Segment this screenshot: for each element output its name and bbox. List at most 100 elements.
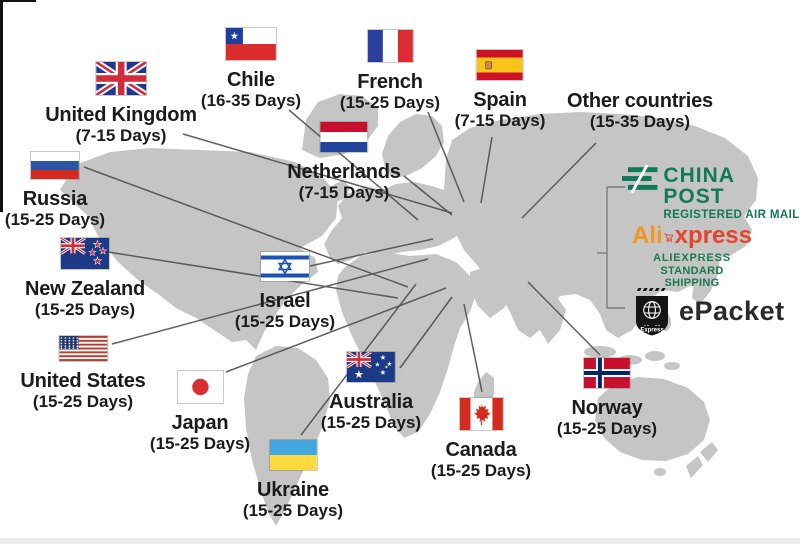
country-label-norway: Norway (15-25 Days) <box>557 358 657 438</box>
country-name: Netherlands <box>287 160 401 183</box>
logo-bracket <box>597 186 625 309</box>
china-post-emblem-icon <box>622 165 658 194</box>
continent-europe <box>324 182 468 264</box>
country-label-united-kingdom: United Kingdom (7-15 Days) <box>45 62 197 145</box>
peninsula-arabia <box>470 266 512 318</box>
country-label-russia: Russia (15-25 Days) <box>5 152 105 229</box>
country-days: (15-25 Days) <box>242 500 344 520</box>
epacket-label: ePacket <box>679 296 785 326</box>
australia-flag-icon <box>346 352 395 382</box>
image-edge-artifact-left <box>0 0 3 212</box>
spain-flag-icon <box>477 50 523 80</box>
country-name: Canada <box>445 438 517 461</box>
epacket-logo: Express ePacket <box>635 287 785 336</box>
epacket-badge-text: Express <box>640 328 664 334</box>
continent-scandinavia <box>382 114 444 178</box>
country-label-new-zealand: New Zealand (15-25 Days) <box>25 238 145 319</box>
country-days: (15-25 Days) <box>430 460 532 480</box>
continent-africa <box>336 252 476 438</box>
peninsula-india <box>536 296 566 344</box>
aliexpress-logo: Ali xpress ALIEXPRESS STANDARD SHIPPING <box>632 222 752 290</box>
continent-asia <box>444 112 758 338</box>
connector-chile <box>288 109 419 221</box>
new-zealand-flag-icon <box>61 238 109 269</box>
aliexpress-subtitle-1: ALIEXPRESS <box>653 252 731 264</box>
united-kingdom-flag-icon <box>96 62 146 95</box>
connector-united-states <box>111 258 429 345</box>
connector-other-countries <box>521 142 597 219</box>
connector-new-zealand <box>107 251 399 299</box>
canada-flag-icon <box>459 398 503 430</box>
france-flag-icon <box>367 30 413 62</box>
country-days: (16-35 Days) <box>200 90 302 110</box>
country-days: (15-25 Days) <box>32 391 134 411</box>
country-name: Russia <box>22 187 88 210</box>
island-tasmania <box>654 468 666 476</box>
country-days: (15-25 Days) <box>34 299 136 319</box>
japan-flag-icon <box>177 371 223 403</box>
country-days: (7-15 Days) <box>454 110 546 130</box>
country-name: New Zealand <box>24 277 146 300</box>
country-label-canada: Canada (15-25 Days) <box>431 398 531 480</box>
country-days: (15-25 Days) <box>339 92 441 112</box>
country-days: (15-25 Days) <box>234 311 336 331</box>
country-days: (15-25 Days) <box>149 433 251 453</box>
connector-israel <box>309 238 434 267</box>
continent-north-america <box>60 148 338 350</box>
country-label-united-states: United States (15-25 Days) <box>20 336 146 411</box>
epacket-dashes-icon <box>636 288 666 291</box>
epacket-shield-icon: Express <box>636 296 668 336</box>
country-name: United Kingdom <box>45 103 197 126</box>
china-post-title: CHINA POST <box>663 164 735 208</box>
country-days: (15-25 Days) <box>556 418 658 438</box>
country-days: (7-15 Days) <box>75 125 167 145</box>
country-name: Norway <box>571 396 643 419</box>
continent-australia <box>595 377 710 461</box>
connector-canada <box>463 303 483 393</box>
country-name: Other countries <box>567 90 713 112</box>
norway-flag-icon <box>583 358 630 388</box>
russia-flag-icon <box>30 152 79 179</box>
country-label-french: French (15-25 Days) <box>340 30 440 112</box>
continent-south-america <box>244 346 330 526</box>
image-edge-strip-bottom <box>0 538 800 544</box>
connector-netherlands <box>403 175 453 216</box>
islands-new-zealand <box>686 442 718 478</box>
united-states-flag-icon <box>58 336 107 361</box>
ukraine-flag-icon <box>269 440 317 470</box>
connector-french <box>427 111 465 203</box>
country-label-spain: Spain (7-15 Days) <box>454 50 546 130</box>
islands-britain <box>320 180 350 206</box>
connector-russia <box>83 166 409 288</box>
country-label-other-countries: Other countries (15-35 Days) <box>567 90 713 132</box>
country-label-netherlands: Netherlands (7-15 Days) <box>287 122 401 202</box>
connector-united-kingdom <box>182 133 453 214</box>
china-post-logo: CHINA POST REGISTERED AIR MAIL <box>622 165 800 221</box>
aliexpress-word-xpress: xpress <box>674 222 752 249</box>
country-name: United States <box>20 369 146 392</box>
cart-icon <box>664 233 673 242</box>
aliexpress-subtitle-2: STANDARD SHIPPING <box>660 265 724 289</box>
connector-norway <box>527 281 601 356</box>
chile-flag-icon <box>225 28 276 60</box>
country-name: Ukraine <box>257 478 329 501</box>
country-name: Japan <box>171 411 229 434</box>
country-label-australia: Australia (15-25 Days) <box>321 352 421 432</box>
israel-flag-icon <box>260 252 309 281</box>
island-indonesia-1 <box>584 346 616 358</box>
country-days: (15-25 Days) <box>4 209 106 229</box>
island-indonesia-4 <box>664 362 680 370</box>
islands-japan <box>692 252 720 304</box>
country-days: (7-15 Days) <box>298 182 390 202</box>
image-edge-artifact-top <box>0 0 36 2</box>
connector-australia <box>399 296 453 369</box>
country-label-ukraine: Ukraine (15-25 Days) <box>243 440 343 520</box>
country-label-japan: Japan (15-25 Days) <box>150 371 250 453</box>
island-indonesia-3 <box>645 351 665 361</box>
country-name: Australia <box>329 390 413 413</box>
country-label-israel: Israel (15-25 Days) <box>235 252 335 331</box>
connector-japan <box>225 287 447 373</box>
aliexpress-word-ali: Ali <box>632 222 663 249</box>
